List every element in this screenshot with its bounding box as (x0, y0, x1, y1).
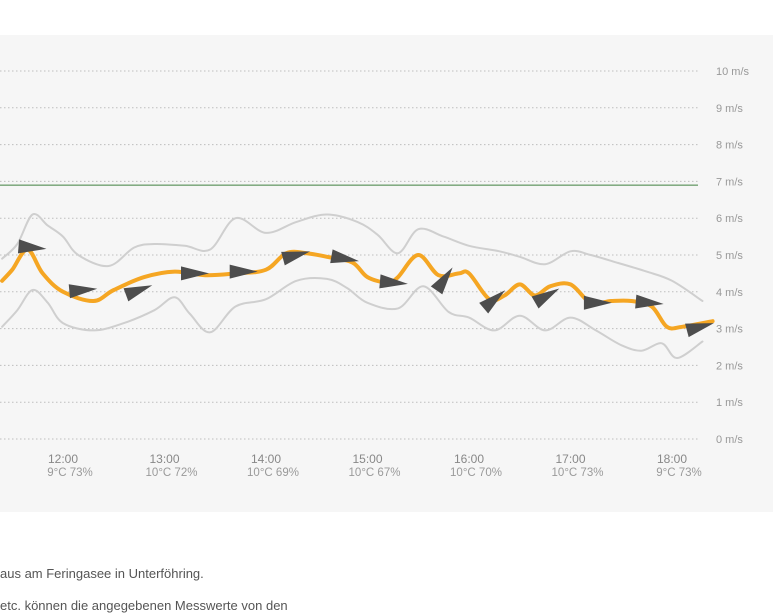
x-tick-time: 14:00 (251, 452, 281, 466)
y-tick-label: 3 m/s (716, 324, 743, 336)
wind-direction-arrow (123, 285, 153, 302)
x-tick-weather: 10°C 67% (349, 467, 401, 479)
wind-direction-arrow (479, 290, 506, 314)
x-tick-weather: 9°C 73% (656, 467, 702, 479)
x-tick-time: 16:00 (454, 452, 484, 466)
x-tick-time: 13:00 (149, 452, 179, 466)
wind-chart: 10 m/s 9 m/s 8 m/s 7 m/s 6 m/s 5 m/s 4 m/s 3 m/… (0, 35, 773, 512)
y-tick-label: 9 m/s (716, 103, 743, 115)
x-tick-weather: 10°C 70% (450, 467, 502, 479)
y-tick-label: 0 m/s (716, 434, 743, 446)
y-tick-label: 5 m/s (716, 250, 743, 262)
caption-line-2: etc. können die angegebenen Messwerte vo… (0, 598, 288, 613)
y-tick-label: 2 m/s (716, 360, 743, 372)
y-tick-label: 8 m/s (716, 140, 743, 152)
y-tick-label: 4 m/s (716, 287, 743, 299)
caption-line-1: aus am Feringasee in Unterföhring. (0, 566, 204, 581)
series-line-gust-max (1, 212, 704, 302)
x-tick-weather: 10°C 72% (146, 467, 198, 479)
y-tick-label: 7 m/s (716, 176, 743, 188)
x-tick-time: 12:00 (48, 452, 78, 466)
wind-direction-arrow (685, 323, 714, 338)
y-tick-label: 1 m/s (716, 397, 743, 409)
wind-direction-arrow (583, 295, 612, 310)
x-tick-time: 18:00 (657, 452, 687, 466)
y-axis-labels: 10 m/s 9 m/s 8 m/s 7 m/s 6 m/s 5 m/s 4 m/s 3 m/… (716, 66, 750, 446)
x-tick-weather: 9°C 73% (47, 467, 93, 479)
x-tick-time: 17:00 (555, 452, 585, 466)
series-lines (0, 212, 715, 359)
x-tick-time: 15:00 (352, 452, 382, 466)
wind-direction-arrow (635, 294, 664, 309)
y-tick-label: 6 m/s (716, 213, 743, 225)
wind-chart-svg: 10 m/s 9 m/s 8 m/s 7 m/s 6 m/s 5 m/s 4 m/s 3 m/… (0, 66, 750, 479)
wind-direction-arrow (430, 267, 453, 295)
wind-direction-arrow (531, 288, 560, 309)
wind-direction-arrow (17, 239, 47, 254)
series-line-gust-min (1, 277, 704, 359)
wind-direction-arrow (229, 264, 258, 279)
wind-direction-arrows (17, 239, 714, 338)
x-tick-weather: 10°C 73% (552, 467, 604, 479)
wind-direction-arrow (281, 251, 311, 266)
wind-direction-arrow (68, 284, 98, 299)
wind-direction-arrow (181, 266, 209, 281)
y-tick-label: 10 m/s (716, 66, 750, 78)
series-line-average (0, 247, 715, 331)
wind-direction-arrow (379, 274, 408, 289)
wind-direction-arrow (330, 249, 359, 264)
x-tick-weather: 10°C 69% (247, 467, 299, 479)
